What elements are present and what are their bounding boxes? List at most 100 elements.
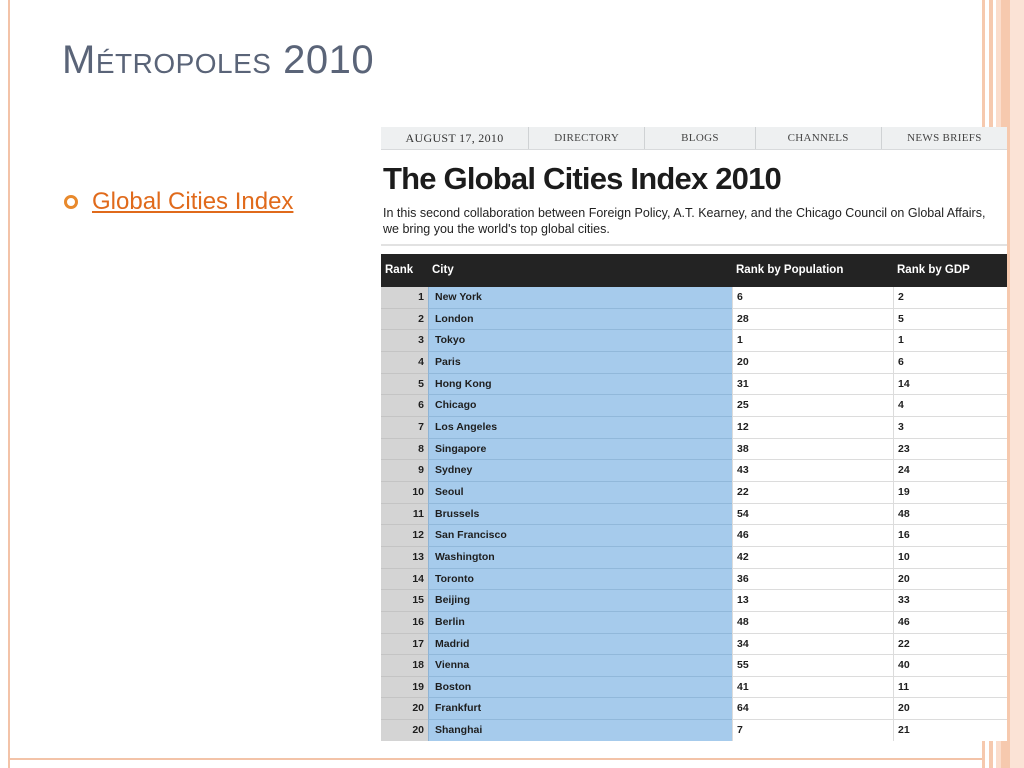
- city-cell: London: [428, 308, 732, 331]
- ring-bullet-icon: [64, 195, 78, 209]
- rank-cell: 17: [381, 633, 428, 656]
- article-headline: The Global Cities Index 2010: [383, 161, 782, 196]
- rank-cell: 10: [381, 481, 428, 504]
- table-row: 12 San Francisco 46 16: [381, 525, 1007, 547]
- rank-cell: 20: [381, 698, 428, 721]
- city-cell: San Francisco: [428, 525, 732, 547]
- table-row: 13 Washington 42 10: [381, 546, 1007, 569]
- table-row: 17 Madrid 34 22: [381, 633, 1007, 656]
- article-intro: In this second collaboration between For…: [383, 206, 986, 236]
- gdp-rank-cell: 24: [893, 460, 1007, 482]
- gdp-rank-cell: 10: [893, 546, 1007, 569]
- population-rank-cell: 36: [732, 568, 893, 591]
- gdp-rank-cell: 23: [893, 438, 1007, 461]
- table-row: 8 Singapore 38 23: [381, 438, 1007, 461]
- table-row: 15 Beijing 13 33: [381, 590, 1007, 612]
- nav-directory[interactable]: DIRECTORY: [529, 127, 646, 149]
- header-rank-by-population: Rank by Population: [736, 264, 844, 276]
- city-cell: Chicago: [428, 395, 732, 417]
- population-rank-cell: 42: [732, 546, 893, 569]
- city-cell: Berlin: [428, 611, 732, 634]
- divider: [381, 244, 1007, 246]
- population-rank-cell: 48: [732, 611, 893, 634]
- population-rank-cell: 7: [732, 720, 893, 741]
- rank-cell: 5: [381, 373, 428, 396]
- gdp-rank-cell: 2: [893, 287, 1007, 309]
- population-rank-cell: 38: [732, 438, 893, 461]
- gdp-rank-cell: 20: [893, 698, 1007, 721]
- table-row: 7 Los Angeles 12 3: [381, 416, 1007, 439]
- city-cell: Tokyo: [428, 330, 732, 352]
- table-row: 1 New York 6 2: [381, 287, 1007, 309]
- slide-title: Métropoles 2010: [62, 38, 375, 82]
- rank-cell: 19: [381, 676, 428, 699]
- city-cell: Toronto: [428, 568, 732, 591]
- population-rank-cell: 34: [732, 633, 893, 656]
- city-cell: Hong Kong: [428, 373, 732, 396]
- gdp-rank-cell: 1: [893, 330, 1007, 352]
- header-city: City: [432, 264, 454, 276]
- header-rank: Rank: [385, 264, 414, 276]
- rank-cell: 8: [381, 438, 428, 461]
- gdp-rank-cell: 40: [893, 655, 1007, 677]
- city-cell: New York: [428, 287, 732, 309]
- population-rank-cell: 1: [732, 330, 893, 352]
- rank-cell: 15: [381, 590, 428, 612]
- city-cell: Los Angeles: [428, 416, 732, 439]
- rank-cell: 13: [381, 546, 428, 569]
- nav-channels[interactable]: CHANNELS: [756, 127, 882, 149]
- table-row: 11 Brussels 54 48: [381, 503, 1007, 526]
- table-row: 19 Boston 41 11: [381, 676, 1007, 699]
- gdp-rank-cell: 22: [893, 633, 1007, 656]
- city-cell: Singapore: [428, 438, 732, 461]
- city-cell: Washington: [428, 546, 732, 569]
- table-row: 16 Berlin 48 46: [381, 611, 1007, 634]
- population-rank-cell: 64: [732, 698, 893, 721]
- table-row: 3 Tokyo 1 1: [381, 330, 1007, 352]
- population-rank-cell: 22: [732, 481, 893, 504]
- population-rank-cell: 54: [732, 503, 893, 526]
- gdp-rank-cell: 4: [893, 395, 1007, 417]
- nav-news-briefs[interactable]: NEWS BRIEFS: [907, 132, 982, 144]
- gdp-rank-cell: 19: [893, 481, 1007, 504]
- population-rank-cell: 20: [732, 351, 893, 374]
- rank-cell: 16: [381, 611, 428, 634]
- rank-cell: 1: [381, 287, 428, 309]
- gdp-rank-cell: 21: [893, 720, 1007, 741]
- header-rank-by-gdp: Rank by GDP: [897, 264, 970, 276]
- population-rank-cell: 43: [732, 460, 893, 482]
- rank-cell: 7: [381, 416, 428, 439]
- nav-blogs[interactable]: BLOGS: [645, 127, 756, 149]
- city-cell: Brussels: [428, 503, 732, 526]
- gdp-rank-cell: 11: [893, 676, 1007, 699]
- table-body: 1 New York 6 2 2 London 28 5 3 Tokyo 1 1 4 Paris 20 6 5 H…: [381, 287, 1007, 741]
- gdp-rank-cell: 46: [893, 611, 1007, 634]
- city-cell: Boston: [428, 676, 732, 699]
- city-cell: Frankfurt: [428, 698, 732, 721]
- population-rank-cell: 6: [732, 287, 893, 309]
- population-rank-cell: 12: [732, 416, 893, 439]
- bullet-item: Global Cities Index: [64, 188, 293, 216]
- table-row: 2 London 28 5: [381, 308, 1007, 331]
- table-row: 14 Toronto 36 20: [381, 568, 1007, 591]
- table-row: 6 Chicago 25 4: [381, 395, 1007, 417]
- city-cell: Sydney: [428, 460, 732, 482]
- global-cities-index-link[interactable]: Global Cities Index: [92, 188, 294, 215]
- table-row: 9 Sydney 43 24: [381, 460, 1007, 482]
- gdp-rank-cell: 20: [893, 568, 1007, 591]
- population-rank-cell: 31: [732, 373, 893, 396]
- gdp-rank-cell: 16: [893, 525, 1007, 547]
- gdp-rank-cell: 48: [893, 503, 1007, 526]
- population-rank-cell: 25: [732, 395, 893, 417]
- table-row: 5 Hong Kong 31 14: [381, 373, 1007, 396]
- population-rank-cell: 46: [732, 525, 893, 547]
- embedded-screenshot: AUGUST 17, 2010 DIRECTORY BLOGS CHANNELS…: [381, 127, 1007, 741]
- site-navbar: AUGUST 17, 2010 DIRECTORY BLOGS CHANNELS…: [381, 127, 1007, 150]
- frame-left-line: [8, 0, 10, 768]
- gdp-rank-cell: 33: [893, 590, 1007, 612]
- city-cell: Madrid: [428, 633, 732, 656]
- rank-cell: 18: [381, 655, 428, 677]
- population-rank-cell: 55: [732, 655, 893, 677]
- city-cell: Seoul: [428, 481, 732, 504]
- gdp-rank-cell: 14: [893, 373, 1007, 396]
